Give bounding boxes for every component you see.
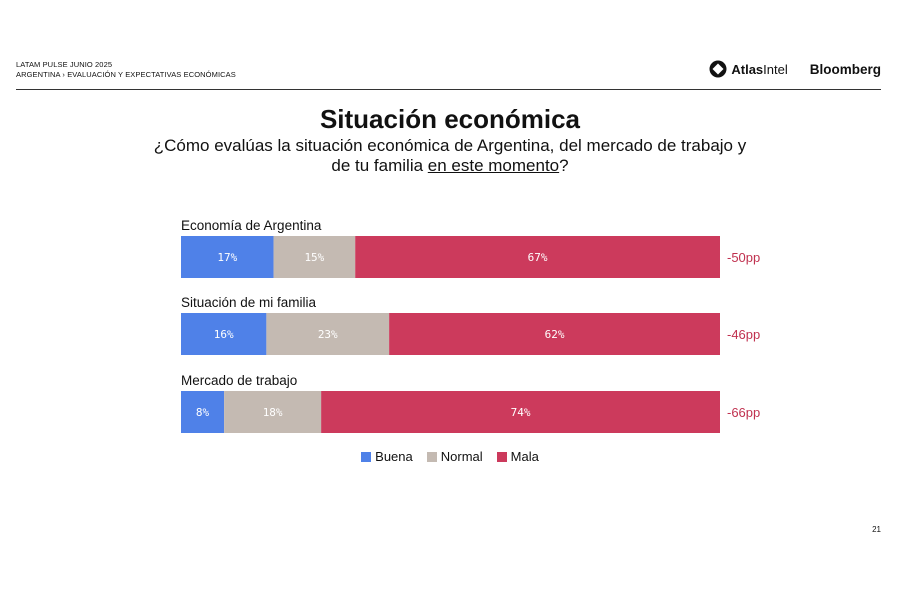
net-balance-label: -50pp bbox=[727, 250, 760, 265]
bar-segment-normal bbox=[273, 236, 356, 278]
bar-value-label: 23% bbox=[318, 328, 338, 341]
report-title: LATAM PULSE JUNIO 2025 bbox=[16, 60, 113, 69]
legend-label: Normal bbox=[440, 449, 483, 464]
subtitle-end: ? bbox=[559, 156, 569, 175]
bar-value-label: 62% bbox=[545, 328, 565, 341]
report-header: LATAM PULSE JUNIO 2025 ARGENTINA › EVALU… bbox=[16, 60, 236, 80]
bloomberg-logo: Bloomberg bbox=[809, 61, 881, 77]
brand-logos: AtlasIntel Bloomberg bbox=[709, 60, 881, 78]
bar-segment-buena bbox=[181, 391, 225, 433]
bar-value-label: 18% bbox=[263, 406, 283, 419]
bar-value-label: 8% bbox=[196, 406, 210, 419]
subtitle-text: ¿Cómo evalúas la situación económica de … bbox=[153, 136, 747, 175]
bar-segment-normal bbox=[224, 391, 322, 433]
atlasintel-logo: AtlasIntel bbox=[709, 60, 788, 78]
bar-segment-buena bbox=[181, 313, 267, 355]
legend-swatch bbox=[426, 451, 437, 462]
category-label: Mercado de trabajo bbox=[181, 373, 297, 388]
legend-item-mala: Mala bbox=[496, 449, 539, 464]
net-balance-label: -66pp bbox=[727, 405, 760, 420]
bar-segment-mala bbox=[355, 236, 720, 278]
bar-segment-normal bbox=[266, 313, 390, 355]
chart-legend: Buena Normal Mala bbox=[0, 449, 900, 464]
legend-swatch bbox=[496, 451, 507, 462]
report-breadcrumb: ARGENTINA › EVALUACIÓN Y EXPECTATIVAS EC… bbox=[16, 70, 236, 79]
category-label: Economía de Argentina bbox=[181, 218, 322, 233]
legend-label: Buena bbox=[375, 449, 413, 464]
subtitle-underlined: en este momento bbox=[427, 156, 560, 175]
atlasintel-icon bbox=[709, 60, 727, 78]
bar-value-label: 17% bbox=[217, 251, 237, 264]
bar-value-label: 16% bbox=[214, 328, 234, 341]
page-number: 21 bbox=[872, 525, 881, 534]
legend-item-buena: Buena bbox=[361, 449, 413, 464]
category-label: Situación de mi familia bbox=[181, 295, 317, 310]
chart-subtitle: ¿Cómo evalúas la situación económica de … bbox=[150, 136, 750, 176]
net-balance-label: -46pp bbox=[727, 327, 760, 342]
intel-wordmark: Intel bbox=[763, 61, 788, 77]
bar-value-label: 74% bbox=[511, 406, 531, 419]
legend-swatch bbox=[361, 451, 372, 462]
chart-title: Situación económica bbox=[319, 104, 581, 134]
atlas-wordmark: Atlas bbox=[731, 61, 764, 77]
bar-segment-mala bbox=[389, 313, 720, 355]
bar-segment-mala bbox=[321, 391, 720, 433]
bar-segment-buena bbox=[181, 236, 274, 278]
legend-item-normal: Normal bbox=[426, 449, 483, 464]
bar-value-label: 67% bbox=[528, 251, 548, 264]
legend-label: Mala bbox=[510, 449, 539, 464]
header-divider bbox=[16, 89, 881, 90]
bar-value-label: 15% bbox=[304, 251, 324, 264]
